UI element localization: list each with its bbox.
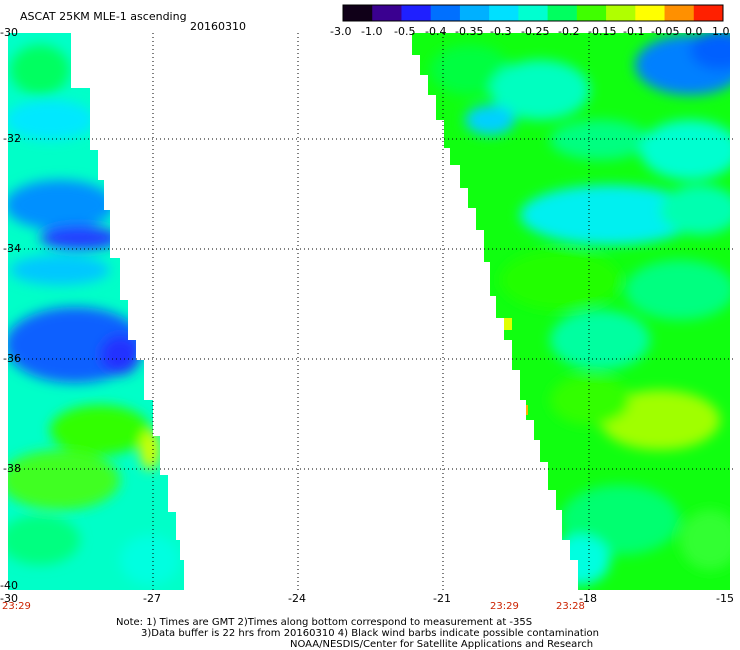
lon-label: -30 xyxy=(0,592,18,605)
lat-label: -30 xyxy=(0,26,18,39)
time-label: 23:28 xyxy=(556,601,585,612)
colorbar-swatch xyxy=(518,5,549,21)
time-label: 23:29 xyxy=(490,601,519,612)
cbar-label: -0.4 xyxy=(425,25,447,38)
cbar-label: 1.0 xyxy=(712,25,730,38)
cbar-label: -1.0 xyxy=(361,25,383,38)
left-swath xyxy=(8,33,184,590)
lat-label: -32 xyxy=(3,132,21,145)
colorbar-swatch xyxy=(606,5,636,21)
colorbar-swatch xyxy=(489,5,519,21)
colorbar-swatch xyxy=(664,5,695,21)
product-title: ASCAT 25KM MLE-1 ascending xyxy=(20,10,187,23)
colorbar xyxy=(342,4,724,22)
lon-label: -24 xyxy=(288,592,306,605)
cbar-label: -0.05 xyxy=(651,25,680,38)
colorbar-swatch xyxy=(459,5,490,21)
colorbar-swatch xyxy=(635,5,666,21)
lat-label: -36 xyxy=(3,352,21,365)
product-date: 20160310 xyxy=(190,20,246,33)
lon-label: -18 xyxy=(579,592,597,605)
cbar-label: -0.25 xyxy=(521,25,550,38)
cbar-label: -0.3 xyxy=(490,25,512,38)
cbar-label: -0.2 xyxy=(558,25,580,38)
colorbar-swatch xyxy=(401,5,432,21)
colorbar-swatch xyxy=(372,5,402,21)
colorbar-swatch xyxy=(693,5,724,21)
lon-label: -15 xyxy=(716,592,734,605)
colorbar-swatch xyxy=(430,5,461,21)
cbar-label: -3.0 xyxy=(330,25,352,38)
lat-label: -38 xyxy=(3,462,21,475)
cbar-label: -0.5 xyxy=(394,25,416,38)
right-swath xyxy=(412,33,730,590)
note-line-1: Note: 1) Times are GMT 2)Times along bot… xyxy=(116,617,533,628)
lon-label: -27 xyxy=(143,592,161,605)
cbar-label: -0.35 xyxy=(455,25,484,38)
colorbar-swatch xyxy=(343,5,373,21)
colorbar-frame xyxy=(342,4,724,22)
time-label: 23:29 xyxy=(2,601,31,612)
lon-label: -21 xyxy=(433,592,451,605)
lat-label: -34 xyxy=(3,242,21,255)
graticule xyxy=(8,33,733,590)
colorbar-swatch xyxy=(547,5,578,21)
cbar-label: -0.15 xyxy=(588,25,617,38)
colorbar-swatch xyxy=(576,5,607,21)
note-line-2: 3)Data buffer is 22 hrs from 20160310 4)… xyxy=(141,628,599,639)
lat-label: -40 xyxy=(0,579,18,592)
cbar-label: 0.0 xyxy=(685,25,703,38)
note-line-3: NOAA/NESDIS/Center for Satellite Applica… xyxy=(290,639,594,650)
cbar-label: -0.1 xyxy=(623,25,645,38)
